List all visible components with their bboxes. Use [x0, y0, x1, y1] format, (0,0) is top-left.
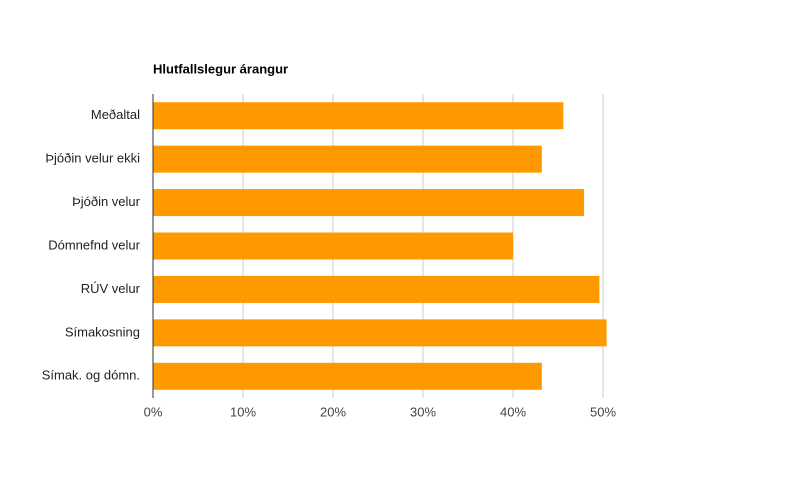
bar — [153, 189, 585, 217]
y-tick-label: RÚV velur — [81, 281, 141, 296]
x-tick-label: 30% — [410, 404, 436, 419]
chart-title: Hlutfallslegur árangur — [153, 61, 288, 76]
y-tick-label: Símak. og dómn. — [42, 368, 140, 383]
bar — [153, 102, 564, 130]
x-tick-label: 50% — [590, 404, 616, 419]
y-tick-label: Þjóðin velur ekki — [45, 151, 140, 166]
bar — [153, 275, 600, 303]
x-tick-label: 0% — [144, 404, 163, 419]
bar — [153, 362, 542, 390]
bar — [153, 232, 513, 260]
x-tick-label: 10% — [230, 404, 256, 419]
x-tick-label: 20% — [320, 404, 346, 419]
x-tick-label: 40% — [500, 404, 526, 419]
bar — [153, 319, 607, 347]
y-tick-label: Dómnefnd velur — [48, 237, 140, 252]
y-tick-label: Símakosning — [65, 324, 140, 339]
bar — [153, 145, 542, 173]
y-tick-label: Meðaltal — [91, 107, 140, 122]
y-tick-label: Þjóðin velur — [72, 194, 141, 209]
